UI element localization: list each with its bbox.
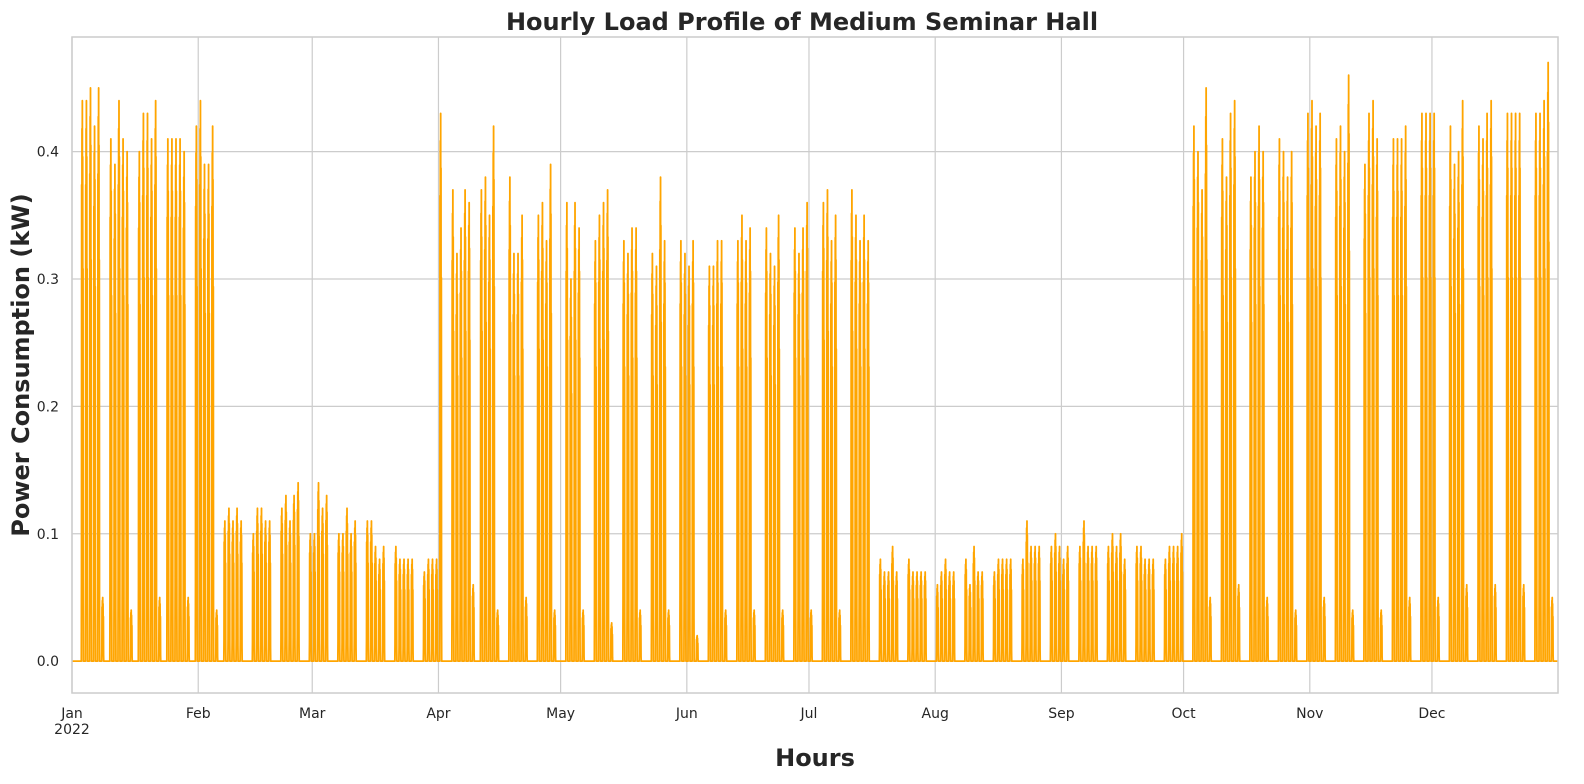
x-tick-label: Nov <box>1296 706 1323 722</box>
x-tick-label: Mar <box>299 706 326 722</box>
y-tick-label: 0.0 <box>37 654 59 670</box>
y-axis-label: Power Consumption (kW) <box>7 193 35 536</box>
y-tick-label: 0.1 <box>37 527 59 543</box>
x-tick-label: Jun <box>675 706 698 722</box>
x-tick-label: Oct <box>1171 706 1196 722</box>
x-tick-label: Dec <box>1418 706 1445 722</box>
x-tick-label: Apr <box>426 706 450 722</box>
series-layer <box>71 61 1559 663</box>
y-tick-label: 0.3 <box>37 272 59 288</box>
x-tick-label: Feb <box>186 706 211 722</box>
x-tick-label: Jan <box>60 706 83 722</box>
x-axis-label: Hours <box>775 744 855 772</box>
plot-frame <box>71 36 1559 694</box>
x-tick-sublabel: 2022 <box>54 722 90 738</box>
x-tick-label: Aug <box>922 706 949 722</box>
chart-title: Hourly Load Profile of Medium Seminar Ha… <box>506 8 1098 36</box>
series-line <box>71 61 1559 663</box>
x-tick-label: Sep <box>1048 706 1075 722</box>
x-tick-label: May <box>546 706 575 722</box>
y-tick-label: 0.4 <box>37 145 59 161</box>
x-tick-label: Jul <box>800 706 818 722</box>
y-tick-label: 0.2 <box>37 399 59 415</box>
